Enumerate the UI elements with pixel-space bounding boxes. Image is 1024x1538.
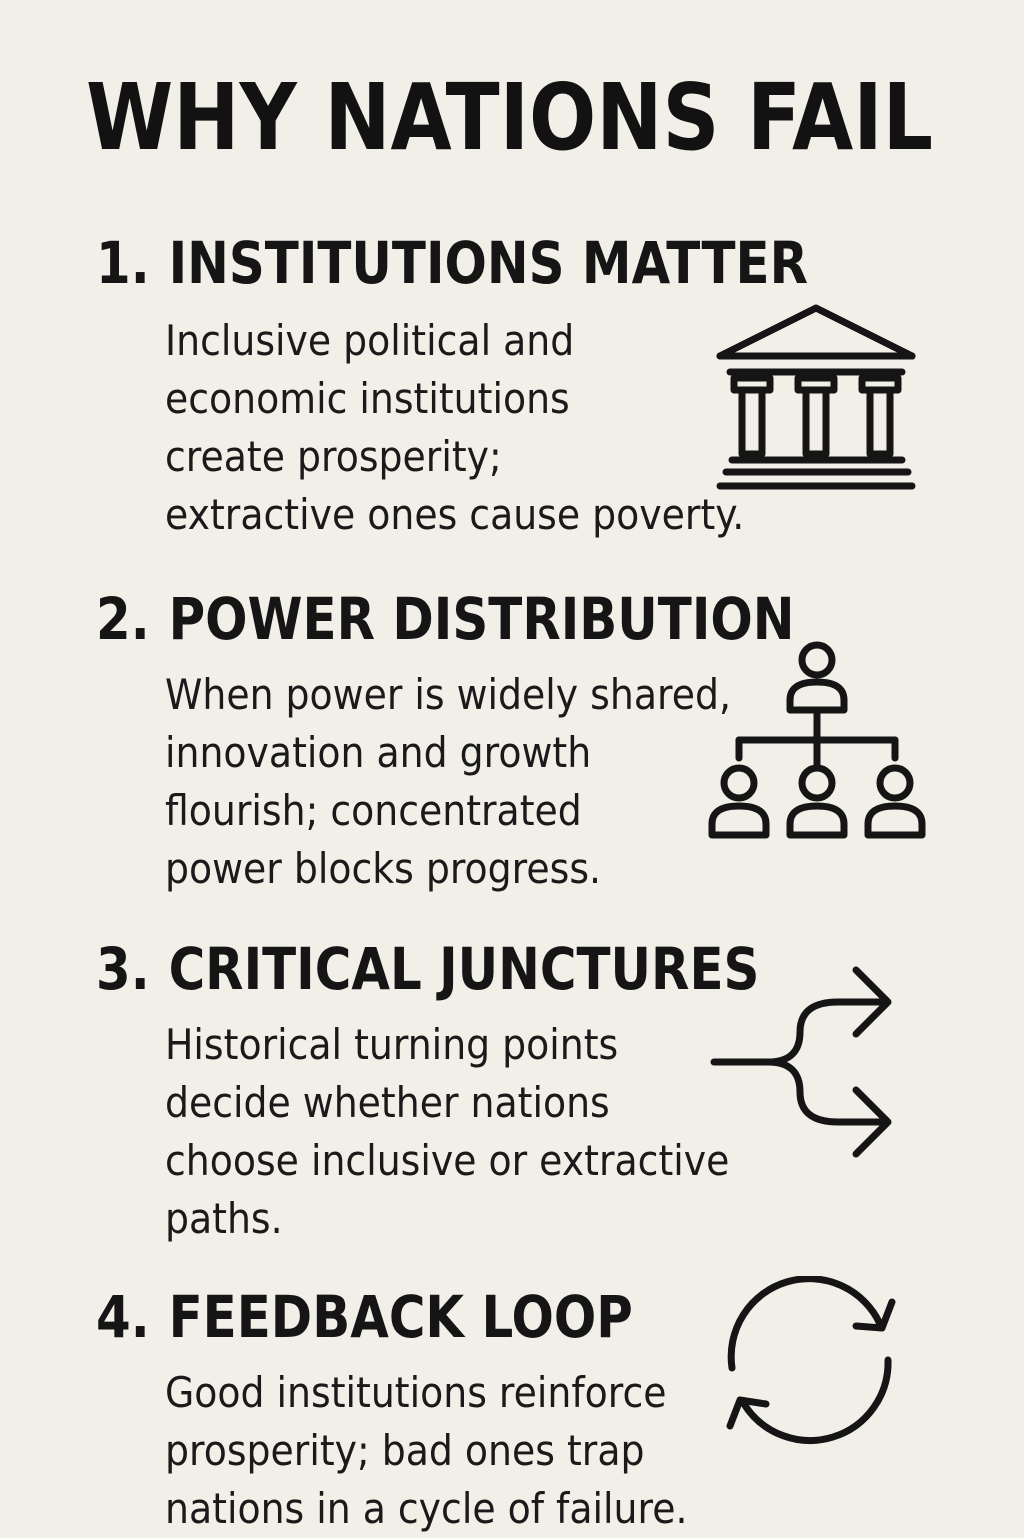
body-line: Good institutions reinforce [165,1368,667,1417]
section-heading-critical-junctures: 3. CRITICAL JUNCTURES [96,936,759,1002]
section-title: FEEDBACK LOOP [168,1283,633,1351]
section-title: CRITICAL JUNCTURES [168,935,760,1003]
cycle-arrows-icon [720,1276,905,1451]
body-line: create prosperity; [165,432,502,481]
body-line: decide whether nations [165,1078,610,1127]
section-heading-power-distribution: 2. POWER DISTRIBUTION [96,586,795,652]
page-title: WHY NATIONS FAIL [86,64,934,171]
section-body-institutions-matter: Inclusive political and economic institu… [165,312,744,544]
body-line: prosperity; bad ones trap [165,1426,645,1475]
section-number: 2. [96,585,150,653]
body-line: Historical turning points [165,1020,619,1069]
body-line: choose inclusive or extractive [165,1136,730,1185]
section-heading-institutions-matter: 1. INSTITUTIONS MATTER [96,230,808,296]
body-line: extractive ones cause poverty. [165,490,745,539]
section-title: POWER DISTRIBUTION [168,585,795,653]
section-title: INSTITUTIONS MATTER [168,229,808,297]
body-line: paths. [165,1194,283,1243]
body-line: power blocks progress. [165,844,602,893]
institution-building-icon [712,300,922,495]
section-body-feedback-loop: Good institutions reinforce prosperity; … [165,1364,687,1538]
body-line: innovation and growth [165,728,592,777]
body-line: Inclusive political and [165,316,575,365]
body-line: nations in a cycle of failure. [165,1484,688,1533]
section-body-power-distribution: When power is widely shared, innovation … [165,666,731,898]
section-body-critical-junctures: Historical turning points decide whether… [165,1016,729,1248]
hierarchy-people-icon [706,640,928,845]
body-line: When power is widely shared, [165,670,731,719]
body-line: economic institutions [165,374,570,423]
branching-arrows-icon [708,962,898,1162]
section-number: 4. [96,1283,150,1351]
section-number: 1. [96,229,150,297]
body-line: flourish; concentrated [165,786,582,835]
section-number: 3. [96,935,150,1003]
section-heading-feedback-loop: 4. FEEDBACK LOOP [96,1284,633,1350]
